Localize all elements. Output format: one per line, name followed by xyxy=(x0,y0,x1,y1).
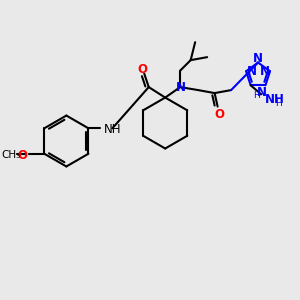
Text: N: N xyxy=(176,81,186,94)
Text: H: H xyxy=(274,99,281,108)
Text: N: N xyxy=(247,65,256,78)
Text: NH: NH xyxy=(265,93,285,106)
Text: O: O xyxy=(138,63,148,76)
Text: N: N xyxy=(260,65,270,78)
Text: O: O xyxy=(214,108,224,121)
Text: N: N xyxy=(253,52,263,65)
Text: NH: NH xyxy=(103,123,121,136)
Text: H: H xyxy=(253,92,260,100)
Text: O: O xyxy=(18,149,28,162)
Text: N: N xyxy=(257,86,267,99)
Text: CH₃: CH₃ xyxy=(2,150,21,160)
